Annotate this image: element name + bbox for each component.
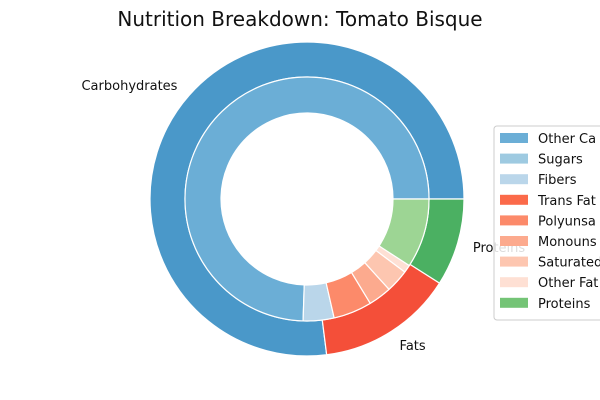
- legend-swatch-monouns: [500, 236, 528, 246]
- legend-label-sugars: Sugars: [538, 153, 583, 168]
- legend-label-fibers: Fibers: [538, 173, 577, 188]
- legend-swatch-trans-fat: [500, 194, 528, 205]
- outer-label-carbohydrates: Carbohydrates: [81, 79, 177, 94]
- legend-swatch-sugars: [500, 153, 528, 164]
- legend-swatch-other-fat: [500, 277, 528, 288]
- chart-title: Nutrition Breakdown: Tomato Bisque: [117, 7, 482, 31]
- legend: Other Ca Sugars Fibers Trans Fat Polyunsa Mon…: [493, 125, 600, 321]
- legend-swatch-proteins: [500, 297, 528, 308]
- legend-items: Other Ca Sugars Fibers Trans Fat Polyunsa Mon…: [500, 132, 600, 312]
- legend-swatch-saturated: [500, 256, 528, 267]
- legend-label-monouns: Monouns: [538, 235, 597, 250]
- legend-swatch-fibers: [500, 174, 528, 185]
- legend-swatch-other-ca: [500, 133, 528, 143]
- legend-label-polyunsa: Polyunsa: [538, 214, 596, 229]
- legend-label-other-ca: Other Ca: [538, 132, 596, 147]
- inner-slice-proteins: [378, 198, 430, 267]
- inner-ring: [184, 76, 430, 322]
- legend-label-other-fat: Other Fat: [538, 276, 598, 291]
- legend-label-saturated: Saturated: [538, 256, 600, 271]
- legend-swatch-polyunsa: [500, 215, 528, 226]
- outer-label-fats: Fats: [400, 339, 426, 354]
- legend-label-trans-fat: Trans Fat: [537, 194, 596, 209]
- legend-label-proteins: Proteins: [538, 297, 591, 312]
- inner-slice-other-carbohydrates: [184, 76, 430, 322]
